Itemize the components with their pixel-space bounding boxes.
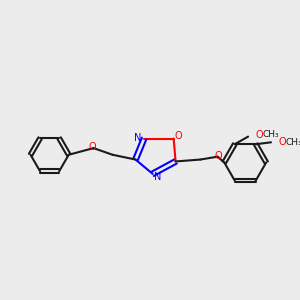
Text: N: N (134, 133, 141, 142)
Text: O: O (215, 151, 222, 161)
Text: CH₃: CH₃ (263, 130, 279, 139)
Text: O: O (175, 131, 182, 141)
Text: O: O (89, 142, 96, 152)
Text: CH₃: CH₃ (286, 138, 300, 147)
Text: N: N (154, 172, 161, 182)
Text: O: O (279, 137, 286, 147)
Text: O: O (256, 130, 263, 140)
